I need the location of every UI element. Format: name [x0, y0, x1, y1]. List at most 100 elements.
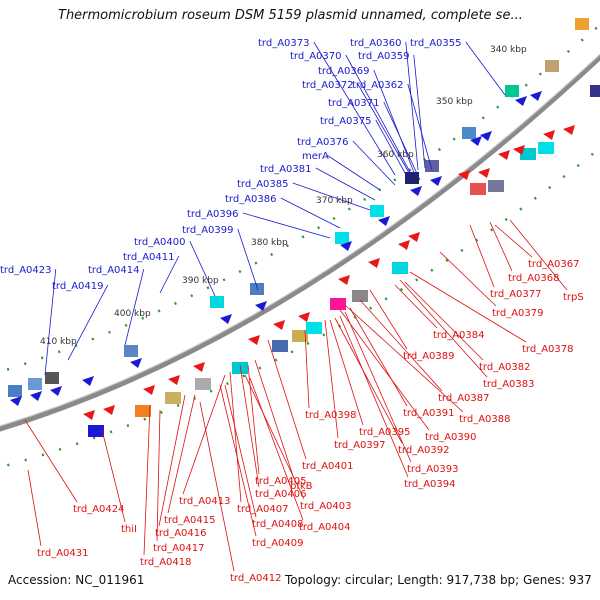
forward-label-connector: [413, 54, 426, 169]
reverse-gene-box-8: [330, 298, 346, 310]
forward-gene-label: trd_A0359: [358, 51, 410, 62]
reverse-gene-label: trd_A0395: [359, 427, 411, 438]
reverse-gene-label: pfkB: [290, 481, 313, 492]
reverse-gene-label: trd_A0408: [252, 519, 304, 530]
reverse-label-connector: [339, 315, 409, 478]
ruler-label: 390 kbp: [182, 276, 219, 286]
reverse-gene-label: trd_A0377: [490, 289, 542, 300]
forward-gene-box-13: [575, 18, 589, 30]
reverse-label-connector: [167, 394, 196, 514]
forward-gene-box-7: [370, 205, 384, 217]
forward-label-connector: [373, 69, 416, 176]
backbone-highlight: [0, 53, 600, 427]
reverse-gene-box-14: [538, 142, 554, 154]
reverse-gene-label: trd_A0390: [425, 432, 477, 443]
reverse-label-connector: [404, 281, 484, 361]
reverse-label-connector: [101, 429, 126, 523]
reverse-gene-label: trd_A0424: [73, 504, 125, 515]
reverse-gene-label: trd_A0413: [179, 496, 231, 507]
reverse-label-connector: [329, 319, 364, 426]
forward-gene-label: trd_A0371: [328, 98, 380, 109]
reverse-gene-label: trd_A0404: [299, 522, 351, 533]
forward-label-connector: [159, 255, 180, 294]
reverse-gene-arrow-4: [193, 362, 205, 372]
reverse-label-connector: [494, 224, 533, 258]
forward-gene-label: trd_A0362: [352, 80, 404, 91]
forward-gene-box-3: [124, 345, 138, 357]
ruler-label: 410 kbp: [40, 337, 77, 347]
reverse-label-connector: [249, 377, 304, 521]
reverse-label-connector: [244, 374, 305, 500]
forward-label-connector: [242, 212, 331, 239]
reverse-gene-arrow-1: [103, 405, 115, 415]
forward-gene-box-6: [335, 232, 349, 244]
forward-gene-label: trd_A0419: [52, 281, 104, 292]
reverse-gene-label: trd_A0401: [302, 461, 354, 472]
reverse-gene-box-3: [195, 378, 211, 390]
forward-gene-arrow-11: [470, 136, 482, 146]
forward-gene-label: trd_A0375: [320, 116, 372, 127]
reverse-gene-label: trd_A0409: [252, 538, 304, 549]
forward-label-connector: [405, 41, 419, 171]
forward-label-connector: [44, 268, 57, 376]
reverse-label-connector: [247, 364, 260, 475]
forward-gene-arrow-12: [480, 131, 492, 141]
reverse-label-connector: [224, 384, 257, 518]
reverse-label-connector: [334, 317, 403, 444]
forward-gene-label: trd_A0369: [318, 66, 370, 77]
reverse-label-connector: [339, 309, 430, 431]
forward-gene-label: trd_A0396: [187, 209, 239, 220]
forward-gene-label: trd_A0360: [350, 38, 402, 49]
reverse-gene-arrow-6: [273, 320, 285, 330]
reverse-label-connector: [359, 299, 443, 392]
forward-gene-arrow-0: [10, 396, 22, 406]
forward-label-connector: [407, 83, 433, 171]
forward-gene-box-14: [590, 85, 600, 97]
reverse-label-connector: [229, 371, 242, 503]
reverse-gene-label: trd_A0418: [140, 557, 192, 568]
ruler-label: 350 kbp: [436, 97, 473, 107]
forward-gene-box-0: [8, 385, 22, 397]
forward-label-connector: [345, 54, 411, 173]
reverse-gene-label: trd_A0431: [37, 548, 89, 559]
reverse-gene-arrow-9: [368, 258, 380, 268]
outer-ruler-ring: [0, 24, 600, 374]
forward-gene-arrow-5: [220, 314, 232, 324]
reverse-label-connector: [239, 364, 260, 488]
forward-gene-label: trd_A0399: [182, 225, 234, 236]
reverse-label-connector: [158, 394, 186, 527]
reverse-gene-label: trd_A0392: [398, 445, 450, 456]
reverse-gene-label: trd_A0416: [155, 528, 207, 539]
reverse-label-connector: [324, 319, 339, 439]
forward-gene-label: trd_A0373: [258, 38, 310, 49]
reverse-gene-label: thiI: [121, 524, 137, 535]
forward-label-connector: [383, 101, 421, 181]
forward-gene-arrow-10: [430, 176, 442, 186]
reverse-gene-box-1: [135, 405, 151, 417]
reverse-gene-arrow-13: [478, 168, 490, 178]
reverse-label-connector: [344, 304, 464, 413]
forward-label-connector: [292, 182, 371, 211]
reverse-gene-arrow-14: [498, 150, 510, 160]
reverse-gene-arrow-3: [168, 375, 180, 385]
forward-gene-arrow-6: [255, 301, 267, 311]
reverse-gene-arrow-0: [83, 410, 95, 420]
forward-label-connector: [67, 284, 109, 361]
forward-gene-label: trd_A0423: [0, 265, 52, 276]
reverse-gene-label: trd_A0393: [407, 464, 459, 475]
reverse-label-connector: [304, 329, 310, 409]
reverse-label-connector: [394, 284, 438, 329]
forward-gene-arrow-9: [410, 186, 422, 196]
reverse-label-connector: [409, 271, 527, 343]
reverse-gene-arrow-8: [338, 275, 350, 285]
forward-label-connector: [357, 83, 413, 179]
reverse-gene-arrow-5: [248, 335, 260, 345]
forward-gene-label: trd_A0376: [297, 137, 349, 148]
forward-gene-arrow-7: [340, 241, 352, 251]
forward-label-connector: [237, 228, 259, 291]
forward-gene-box-1: [28, 378, 42, 390]
forward-gene-arrow-14: [530, 91, 542, 101]
forward-gene-arrow-3: [82, 376, 94, 386]
reverse-gene-arrow-15: [513, 145, 525, 155]
reverse-gene-arrow-12: [458, 170, 470, 180]
